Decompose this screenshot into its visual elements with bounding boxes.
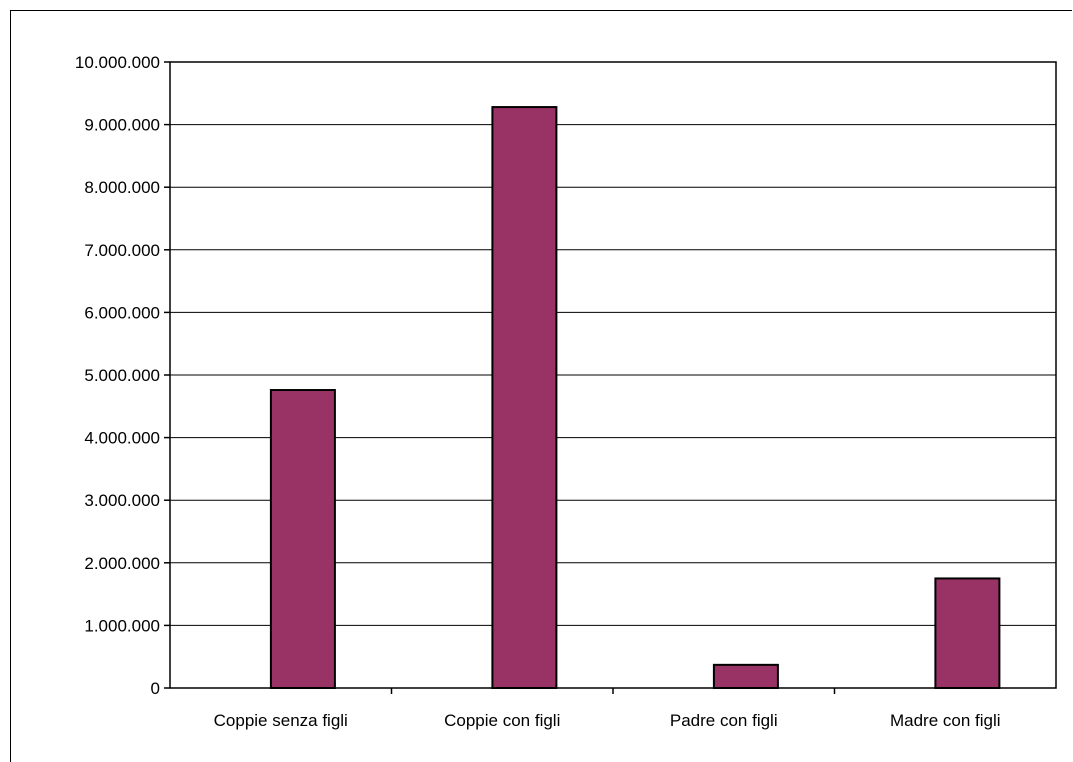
bars xyxy=(269,106,1001,690)
y-tick-label: 8.000.000 xyxy=(84,178,160,197)
y-tick-label: 3.000.000 xyxy=(84,491,160,510)
x-category-label: Madre con figli xyxy=(890,711,1001,730)
x-category-label: Coppie con figli xyxy=(444,711,560,730)
y-tick-label: 2.000.000 xyxy=(84,554,160,573)
y-tick-label: 10.000.000 xyxy=(75,53,160,72)
x-category-label: Padre con figli xyxy=(670,711,778,730)
y-tick-label: 5.000.000 xyxy=(84,366,160,385)
x-category-label: Coppie senza figli xyxy=(214,711,348,730)
y-tick-label: 0 xyxy=(151,679,160,698)
y-tick-label: 7.000.000 xyxy=(84,241,160,260)
y-tick-label: 6.000.000 xyxy=(84,303,160,322)
y-axis: 0 1.000.000 2.000.000 3.000.000 4.000.000 5.0… xyxy=(75,53,170,698)
y-tick-label: 9.000.000 xyxy=(84,116,160,135)
bar-2 xyxy=(491,106,558,689)
x-axis: Coppie senza figli Coppie con figli Padre … xyxy=(214,688,1001,730)
y-tick-label: 1.000.000 xyxy=(84,616,160,635)
bar-1 xyxy=(269,389,336,689)
y-tick-label: 4.000.000 xyxy=(84,429,160,448)
bar-4 xyxy=(934,577,1001,690)
gridlines xyxy=(170,124,1056,626)
bar-3 xyxy=(712,663,779,690)
